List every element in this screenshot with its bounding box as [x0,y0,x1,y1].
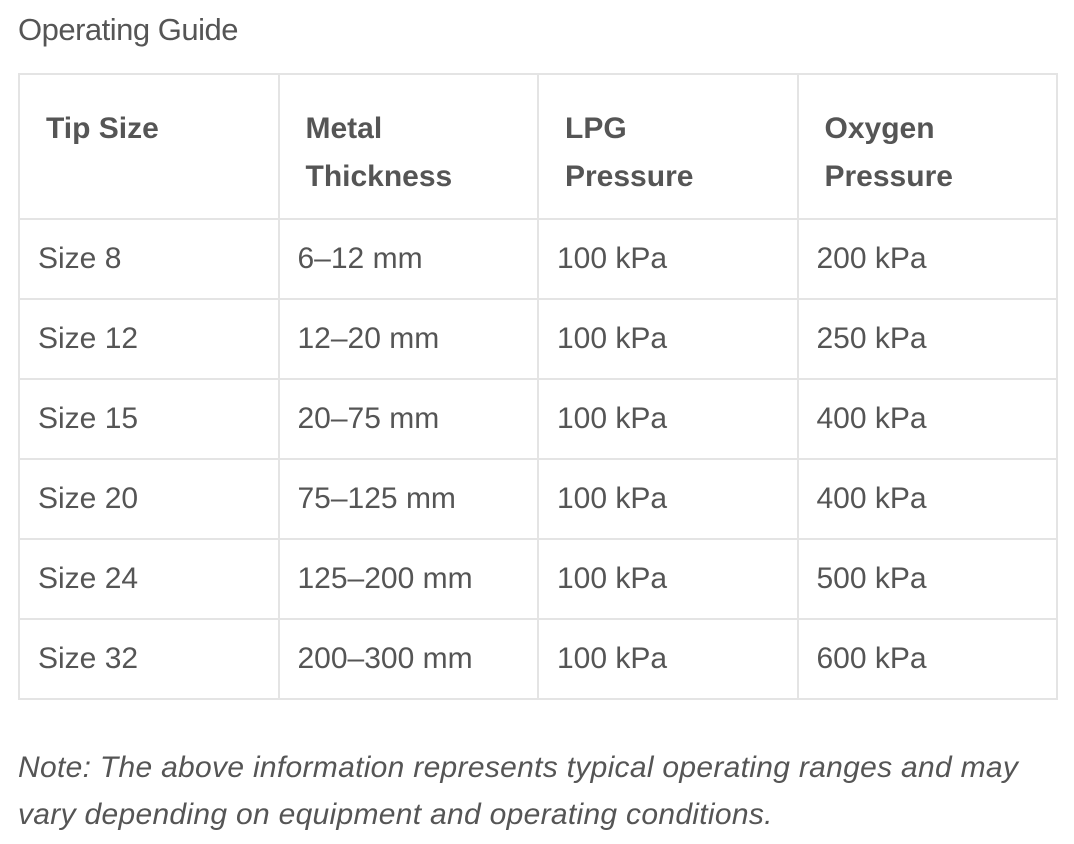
table-cell: 100 kPa [537,218,799,300]
table-cell: 600 kPa [796,618,1058,700]
table-cell: 12–20 mm [277,298,539,380]
table-cell: 20–75 mm [277,378,539,460]
table-cell: 100 kPa [537,378,799,460]
table-row: Size 8 6–12 mm 100 kPa 200 kPa [18,218,1058,300]
table-row: Size 12 12–20 mm 100 kPa 250 kPa [18,298,1058,380]
table-cell: 100 kPa [537,458,799,540]
table-row: Size 32 200–300 mm 100 kPa 600 kPa [18,618,1058,700]
table-cell: 250 kPa [796,298,1058,380]
table-cell: Size 20 [18,458,280,540]
table-cell: 75–125 mm [277,458,539,540]
column-header: Metal Thickness [277,73,539,220]
table-head: Tip Size Metal Thickness LPG Pressure Oxyge… [18,73,1058,220]
header-row: Tip Size Metal Thickness LPG Pressure Oxyge… [18,73,1058,220]
table-cell: 500 kPa [796,538,1058,620]
table-cell: Size 8 [18,218,280,300]
table-cell: Size 15 [18,378,280,460]
column-header: Tip Size [18,73,280,220]
table-cell: 200 kPa [796,218,1058,300]
column-header: LPG Pressure [537,73,799,220]
table-cell: 400 kPa [796,458,1058,540]
table-cell: 200–300 mm [277,618,539,700]
table-row: Size 15 20–75 mm 100 kPa 400 kPa [18,378,1058,460]
table-cell: 100 kPa [537,618,799,700]
table-cell: 100 kPa [537,298,799,380]
table-cell: 100 kPa [537,538,799,620]
note: Note: The above information represents t… [18,751,1019,831]
section-title: Operating Guide [18,12,238,47]
table-cell: Size 12 [18,298,280,380]
table-cell: 125–200 mm [277,538,539,620]
table-cell: 400 kPa [796,378,1058,460]
table-row: Size 20 75–125 mm 100 kPa 400 kPa [18,458,1058,540]
table-row: Size 24 125–200 mm 100 kPa 500 kPa [18,538,1058,620]
table-body: Size 8 6–12 mm 100 kPa 200 kPa Size 12 12–20 … [18,218,1058,700]
operating-table: Tip Size Metal Thickness LPG Pressure Oxyge… [18,73,1058,700]
table-cell: Size 24 [18,538,280,620]
table-cell: Size 32 [18,618,280,700]
column-header: Oxygen Pressure [796,73,1058,220]
table-cell: 6–12 mm [277,218,539,300]
